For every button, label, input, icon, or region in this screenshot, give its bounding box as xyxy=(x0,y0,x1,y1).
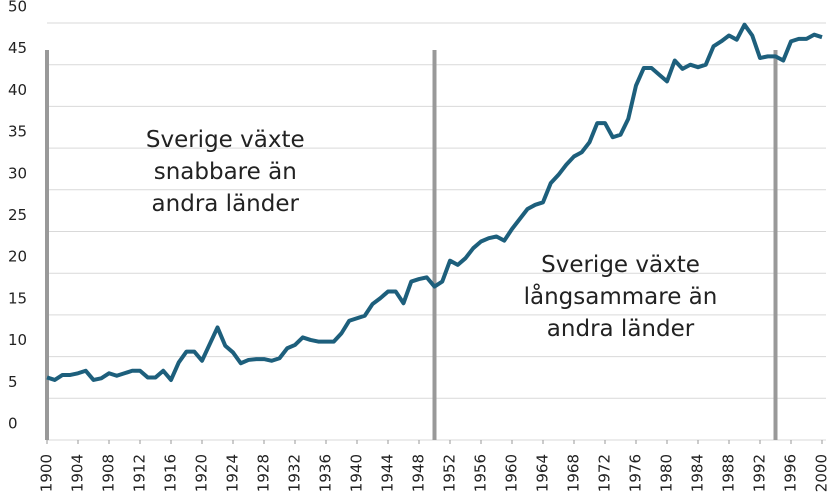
x-tick-label: 1928 xyxy=(255,454,273,492)
x-tick-label: 1972 xyxy=(596,454,614,492)
y-tick-label: 25 xyxy=(8,206,27,224)
x-tick-label: 1908 xyxy=(100,454,118,492)
y-tick-label: 45 xyxy=(8,39,27,57)
x-tick-label: 1916 xyxy=(162,454,180,492)
annotation-line: andra länder xyxy=(547,315,695,341)
annotation-line: Sverige växte xyxy=(541,251,700,277)
annotation-line: långsammare än xyxy=(524,281,718,309)
annotation-line: snabbare än xyxy=(154,158,297,184)
annotation-line: andra länder xyxy=(152,190,300,216)
x-tick-label: 1984 xyxy=(689,454,707,492)
annotation-line: Sverige växte xyxy=(146,126,305,152)
y-tick-label: 15 xyxy=(8,289,27,307)
x-tick-label: 1996 xyxy=(782,454,800,492)
x-tick-label: 1956 xyxy=(472,454,490,492)
y-tick-label: 35 xyxy=(8,123,27,141)
y-tick-label: 50 xyxy=(8,0,27,16)
y-tick-label: 40 xyxy=(8,81,27,99)
x-tick-label: 1968 xyxy=(565,454,583,492)
y-tick-label: 5 xyxy=(8,373,18,391)
x-tick-label: 1964 xyxy=(534,454,552,492)
x-tick-label: 1912 xyxy=(131,454,149,492)
x-tick-label: 1936 xyxy=(317,454,335,492)
x-tick-label: 1948 xyxy=(410,454,428,492)
x-tick-label: 2000 xyxy=(813,454,831,492)
y-tick-label: 10 xyxy=(8,331,27,349)
x-tick-label: 1992 xyxy=(751,454,769,492)
x-tick-label: 1904 xyxy=(69,454,87,492)
x-tick-label: 1944 xyxy=(379,454,397,492)
x-tick-label: 1932 xyxy=(286,454,304,492)
annotation: Sverige växte snabbare än andra länder xyxy=(146,126,305,216)
x-tick-label: 1940 xyxy=(348,454,366,492)
annotation: Sverige växte långsammare än andra länder xyxy=(524,251,718,341)
x-tick-label: 1924 xyxy=(224,454,242,492)
y-tick-label: 20 xyxy=(8,248,27,266)
x-tick-label: 1900 xyxy=(38,454,56,492)
x-tick-label: 1920 xyxy=(193,454,211,492)
x-tick-label: 1960 xyxy=(503,454,521,492)
x-tick-label: 1952 xyxy=(441,454,459,492)
data-line xyxy=(46,22,823,382)
y-tick-label: 0 xyxy=(8,415,18,433)
x-tick-label: 1988 xyxy=(720,454,738,492)
y-tick-label: 30 xyxy=(8,164,27,182)
x-tick-label: 1980 xyxy=(658,454,676,492)
x-tick-label: 1976 xyxy=(627,454,645,492)
